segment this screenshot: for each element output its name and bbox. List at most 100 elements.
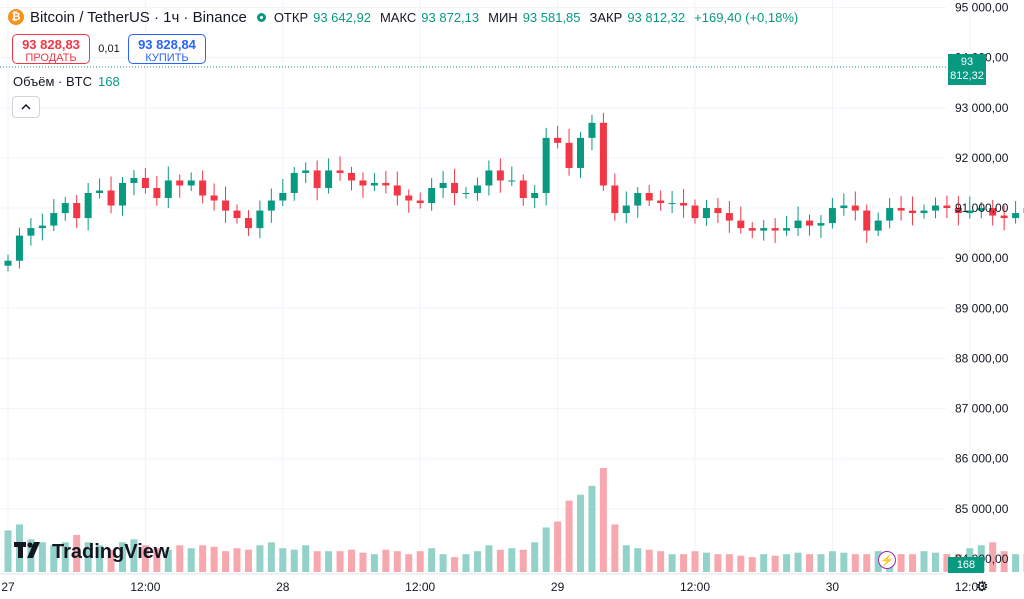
candle xyxy=(393,171,401,206)
candle xyxy=(622,191,630,224)
volume-bars xyxy=(4,468,1024,572)
volume-bar xyxy=(462,554,470,572)
high-value: 93 872,13 xyxy=(421,9,480,25)
volume-bar xyxy=(96,545,104,572)
candle xyxy=(554,125,562,149)
chart-grid xyxy=(0,0,971,574)
candle xyxy=(783,216,791,237)
volume-bar xyxy=(508,548,516,572)
last-price-value: 93 812,32 xyxy=(950,56,984,82)
symbol-title[interactable]: Bitcoin / TetherUS · 1ч · Binance xyxy=(30,8,247,26)
candle xyxy=(874,212,882,237)
spread-value: 0,01 xyxy=(98,43,120,55)
time-tick-label: 30 xyxy=(826,580,840,594)
volume-bar xyxy=(336,551,344,572)
candle xyxy=(325,158,333,194)
candle xyxy=(462,186,470,199)
time-tick-label: 29 xyxy=(551,580,565,594)
candle xyxy=(920,204,928,219)
candle xyxy=(302,162,310,183)
candle xyxy=(405,189,413,213)
candle xyxy=(725,201,733,233)
candle xyxy=(931,197,939,219)
time-axis[interactable]: 2712:002812:002912:003012:00Дек12:00212:… xyxy=(1,580,1024,594)
candle xyxy=(531,184,539,209)
buy-button[interactable]: 93 828,84 КУПИТЬ xyxy=(128,34,206,64)
candle xyxy=(897,196,905,221)
volume-bar xyxy=(1012,554,1020,572)
collapse-legend-button[interactable] xyxy=(12,96,40,118)
candle xyxy=(1012,201,1020,224)
volume-bar xyxy=(909,554,917,572)
candle xyxy=(244,210,252,236)
candle xyxy=(806,214,813,236)
candle xyxy=(634,186,642,218)
change-value: +169,40 (+0,18%) xyxy=(694,9,799,25)
candle xyxy=(771,218,779,243)
volume-bar xyxy=(771,555,779,572)
candle xyxy=(966,196,974,219)
volume-bar xyxy=(702,552,710,572)
candle xyxy=(473,177,481,201)
tradingview-logo[interactable]: TradingView xyxy=(14,541,169,564)
candle xyxy=(222,186,230,223)
close-key: ЗАКР xyxy=(589,9,623,25)
lightning-icon[interactable]: ⚡ xyxy=(878,551,896,569)
volume-legend-label: Объём · BTC xyxy=(13,74,92,89)
time-tick-label: 12:00 xyxy=(130,580,160,594)
price-tick-label: 88 000,00 xyxy=(955,351,1009,365)
candle xyxy=(416,192,424,209)
candle xyxy=(840,193,848,216)
candle xyxy=(886,198,894,229)
candle xyxy=(84,182,92,231)
price-tick-label: 91 000,00 xyxy=(955,201,1009,215)
chevron-up-icon xyxy=(21,101,31,113)
volume-bar xyxy=(405,554,413,572)
volume-bar xyxy=(370,554,378,572)
volume-bar xyxy=(302,545,310,572)
candle xyxy=(382,170,390,194)
tradingview-mark-icon xyxy=(14,541,44,564)
candle xyxy=(4,254,12,272)
volume-bar xyxy=(542,527,550,572)
candle xyxy=(909,196,917,226)
candle xyxy=(748,222,756,239)
open-value: 93 642,92 xyxy=(313,9,371,25)
candle xyxy=(577,131,584,178)
candle xyxy=(428,177,436,211)
volume-bar xyxy=(84,542,92,572)
volume-bar xyxy=(325,551,333,572)
volume-legend[interactable]: Объём · BTC 168 xyxy=(13,74,120,89)
volume-bar xyxy=(4,530,12,572)
settings-gear-icon[interactable]: ⚙ xyxy=(976,578,989,594)
candle xyxy=(828,198,836,229)
bar-countdown: 53:57 xyxy=(953,84,981,96)
volume-bar xyxy=(737,555,745,572)
candle xyxy=(38,213,46,241)
candle xyxy=(485,160,493,196)
low-value: 93 581,85 xyxy=(522,9,581,25)
volume-bar xyxy=(622,545,630,572)
volume-bar xyxy=(393,551,401,572)
candle xyxy=(519,174,527,206)
candle xyxy=(657,190,665,211)
volume-bar xyxy=(748,557,756,572)
volume-bar xyxy=(290,549,298,572)
price-tick-label: 89 000,00 xyxy=(955,301,1009,315)
volume-bar xyxy=(817,554,825,572)
sell-button[interactable]: 93 828,83 ПРОДАТЬ xyxy=(12,34,90,64)
candle xyxy=(451,168,459,206)
candle xyxy=(313,160,321,201)
volume-bar xyxy=(645,549,653,572)
candle xyxy=(210,183,218,211)
candle xyxy=(199,170,207,204)
time-tick-label: 12:00 xyxy=(955,580,985,594)
last-price-tag: 93 812,32 53:57 xyxy=(948,54,986,96)
candle xyxy=(565,128,573,176)
volume-bar xyxy=(519,549,527,572)
candle xyxy=(977,202,985,219)
candle xyxy=(267,188,275,223)
volume-bar xyxy=(38,542,46,572)
